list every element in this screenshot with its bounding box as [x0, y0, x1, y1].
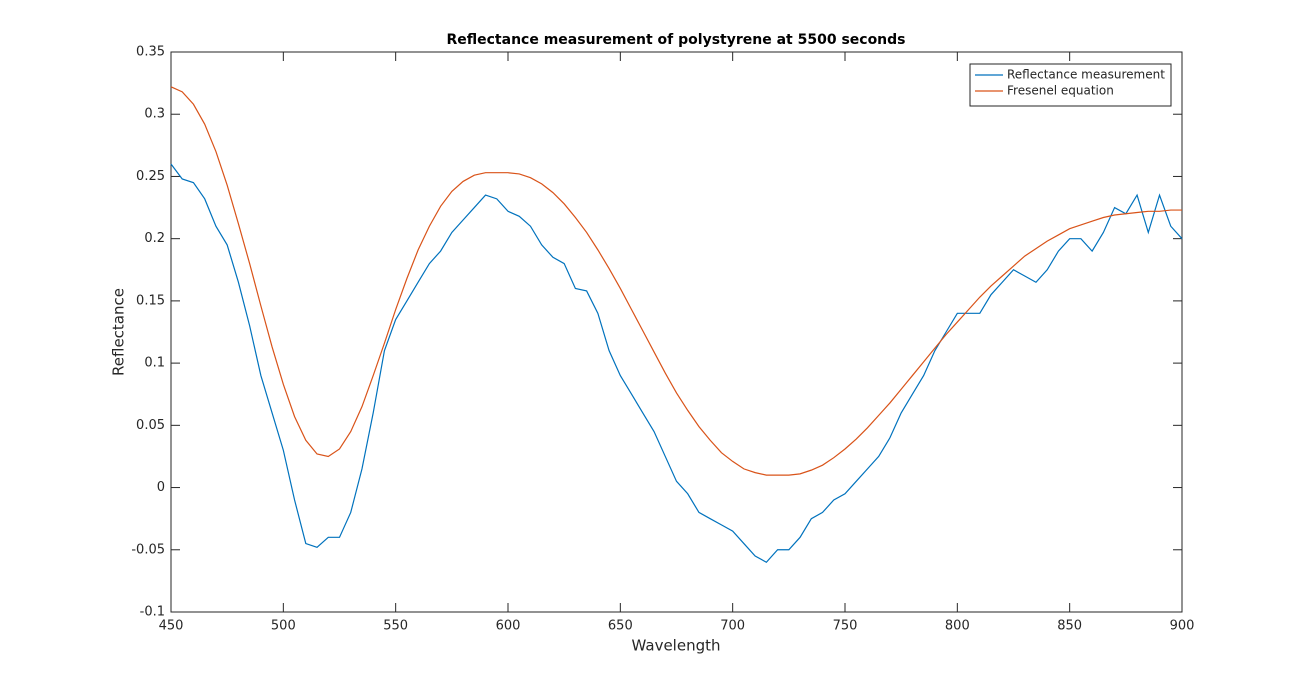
x-tick-label: 650	[608, 619, 633, 634]
x-tick-label: 900	[1170, 619, 1195, 634]
y-tick-label: 0.1	[144, 356, 165, 371]
y-tick-label: -0.05	[131, 542, 165, 557]
y-tick-label: 0.3	[144, 107, 165, 122]
y-tick-label: 0.2	[144, 231, 165, 246]
data-line	[170, 163, 1183, 563]
y-tick-label: 0	[157, 480, 165, 495]
y-tick-label: 0.25	[136, 169, 165, 184]
chart-title: Reflectance measurement of polystyrene a…	[446, 32, 905, 48]
legend-label: Reflectance measurement	[1007, 68, 1165, 82]
x-tick-label: 750	[833, 619, 858, 634]
y-tick-label: 0.15	[136, 293, 165, 308]
x-tick-label: 550	[383, 619, 408, 634]
y-tick-label: -0.1	[140, 605, 165, 620]
plot-frame	[170, 51, 1183, 613]
x-tick-label: 600	[496, 619, 521, 634]
x-tick-label: 850	[1057, 619, 1082, 634]
data-line	[170, 86, 1182, 476]
y-axis-label: Reflectance	[110, 288, 128, 376]
x-axis-label: Wavelength	[632, 637, 721, 655]
legend-box	[969, 63, 1172, 107]
legend-label: Fresenel equation	[1007, 84, 1114, 98]
y-tick-label: 0.35	[136, 45, 165, 60]
x-tick-label: 700	[720, 619, 745, 634]
x-tick-label: 800	[945, 619, 970, 634]
x-tick-label: 450	[159, 619, 184, 634]
y-tick-label: 0.05	[136, 418, 165, 433]
x-tick-label: 500	[271, 619, 296, 634]
